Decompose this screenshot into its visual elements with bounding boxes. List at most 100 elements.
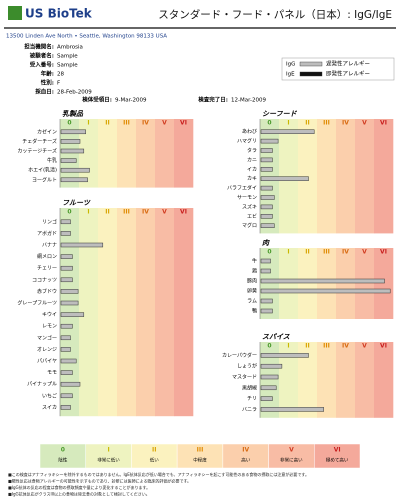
food-name: チリ: [247, 396, 257, 402]
legend-text: 即発性アレルギー: [326, 70, 370, 78]
food-name: スズキ: [242, 203, 257, 210]
food-name: タラ: [247, 147, 257, 154]
info-label: 担当機関名:: [24, 43, 54, 51]
class-description: 低い: [150, 457, 159, 464]
class-label: VI: [180, 120, 187, 127]
class-label: IV: [142, 209, 149, 216]
food-name: グレープフルーツ: [17, 300, 57, 307]
class-band: [298, 248, 318, 319]
food-name: マスタード: [232, 374, 257, 381]
igg-bar: [260, 374, 279, 380]
class-band: [279, 248, 299, 319]
class-band: [355, 248, 375, 319]
report-title: スタンダード・フード・パネル（日本）: IgG/IgE: [158, 8, 392, 21]
food-name: 黒胡椒: [242, 384, 257, 391]
igg-bar: [60, 265, 73, 271]
panel-title: フルーツ: [62, 199, 91, 207]
class-label: III: [123, 209, 130, 216]
igg-bar: [260, 148, 273, 153]
info-label: 検査完了日:: [198, 96, 228, 104]
class-label: V: [162, 209, 167, 216]
class-label: 0: [267, 343, 271, 350]
food-name: 赤ブドウ: [37, 288, 57, 295]
food-name: アボガド: [37, 230, 57, 237]
logo: US BioTek: [25, 7, 93, 21]
class-band: [298, 119, 318, 234]
class-band: [117, 208, 137, 417]
note: ■この検査はアナフィラキシーを除外するものではありません。IgE抗体反応が低い場…: [8, 471, 309, 477]
info-label: 被験者名:: [30, 52, 54, 60]
class-band: [98, 119, 118, 188]
food-name: オレンジ: [37, 347, 57, 353]
class-band: [174, 119, 194, 188]
note: ■陽性反応は食物アレルギーの可能性を示すものであり、診断には医師による臨床的評価…: [8, 478, 191, 484]
igg-bar: [60, 312, 85, 317]
igg-bar: [260, 223, 275, 228]
food-name: パイナップル: [27, 382, 57, 388]
panel-title: シーフード: [262, 110, 298, 118]
food-name: モモ: [47, 370, 57, 376]
food-name: 豚肉: [247, 278, 257, 285]
class-description: 高い: [241, 457, 250, 464]
class-cell: [39, 443, 86, 469]
food-name: しょうが: [237, 363, 257, 370]
food-name: マンゴー: [37, 334, 57, 341]
class-band: [317, 119, 337, 234]
food-name: カレーパウダー: [222, 352, 257, 359]
class-band: [355, 342, 375, 418]
igg-bar: [60, 158, 77, 163]
class-label: I: [287, 120, 289, 127]
class-band: [117, 119, 137, 188]
food-name: 鶏: [252, 268, 257, 275]
note: ■IgG抗体の反応の程度は食物の摂取頻度や量により変化することがあります。: [8, 484, 150, 490]
class-band: [355, 119, 375, 234]
info-label: 検体受領日:: [82, 96, 112, 104]
info-label: 採血日:: [35, 88, 54, 96]
igg-bar: [260, 195, 275, 200]
class-band: [136, 119, 156, 188]
class-label: I: [287, 249, 289, 256]
class-band: [155, 119, 175, 188]
panel-title: 乳製品: [62, 109, 84, 118]
class-band: [279, 119, 299, 234]
class-band: [336, 248, 356, 319]
class-band: [317, 342, 337, 418]
igg-bar: [60, 335, 71, 341]
food-name: リンゴ: [42, 218, 57, 225]
igg-bar: [60, 219, 71, 225]
class-label: II: [105, 209, 109, 216]
class-band: [336, 342, 356, 418]
class-label: 0: [67, 120, 71, 127]
class-label: III: [323, 120, 330, 127]
food-name: 牛: [252, 258, 257, 265]
igg-bar: [260, 138, 279, 144]
class-label: 0: [267, 120, 271, 127]
igg-bar: [60, 393, 73, 399]
class-label: IV: [342, 249, 349, 256]
food-name: カッテージチーズ: [17, 148, 57, 155]
class-label: V: [362, 120, 367, 127]
igg-bar: [260, 157, 273, 163]
igg-bar: [260, 214, 273, 219]
legend-box: [281, 57, 395, 81]
class-description: 陰性: [58, 457, 67, 464]
panel-title: スパイス: [262, 333, 290, 341]
igg-bar: [260, 258, 271, 264]
class-label: 0: [61, 447, 65, 454]
igg-bar: [60, 358, 77, 364]
igg-bar: [260, 363, 283, 369]
info-value: F: [57, 81, 60, 87]
address: 13500 Linden Ave North • Seattle, Washin…: [6, 34, 167, 40]
class-band: [317, 248, 337, 319]
info-label: 受入番号:: [30, 61, 54, 69]
panel-title: 肉: [262, 238, 270, 247]
class-label: I: [87, 120, 89, 127]
igg-bar: [60, 167, 90, 173]
logo-icon: [8, 6, 22, 20]
food-name: カゼイン: [37, 128, 57, 135]
food-name: ホエイ(乳清): [28, 167, 57, 174]
class-label: V: [362, 249, 367, 256]
class-label: II: [305, 120, 309, 127]
food-name: 卵黄: [247, 288, 257, 295]
